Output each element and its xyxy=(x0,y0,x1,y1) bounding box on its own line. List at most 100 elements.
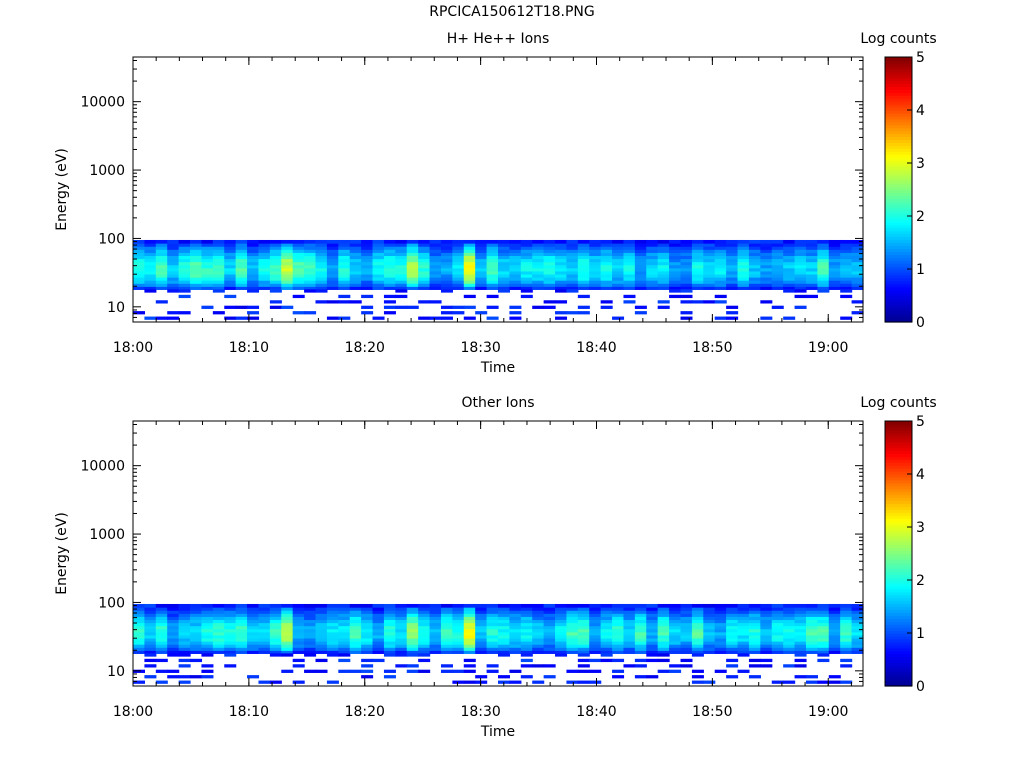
heatmap-cell xyxy=(691,637,704,642)
heatmap-cell xyxy=(691,270,704,275)
heatmap-cell xyxy=(555,264,568,269)
heatmap-cell xyxy=(315,267,328,272)
heatmap-cell xyxy=(235,243,248,247)
heatmap-cell xyxy=(235,280,248,284)
heatmap-cell xyxy=(315,637,328,642)
heatmap-cell xyxy=(657,622,670,627)
heatmap-cell xyxy=(418,261,431,266)
heatmap-cell xyxy=(304,613,317,617)
heatmap-cell xyxy=(440,283,453,287)
y-tick-label: 100 xyxy=(98,595,125,611)
heatmap-cell xyxy=(247,261,260,266)
heatmap-cell xyxy=(304,653,317,657)
heatmap-cell xyxy=(840,270,853,275)
colorbar-swatch xyxy=(885,633,912,637)
heatmap-cell xyxy=(429,300,442,304)
heatmap-cell xyxy=(406,613,419,617)
heatmap-cell xyxy=(840,616,853,621)
heatmap-cell xyxy=(326,613,339,617)
heatmap-cell xyxy=(235,249,248,253)
heatmap-cell xyxy=(258,267,271,272)
heatmap-cell xyxy=(532,255,545,260)
heatmap-cell xyxy=(349,283,362,287)
heatmap-cell xyxy=(144,280,157,284)
heatmap-cell xyxy=(532,286,545,290)
heatmap-cell xyxy=(669,634,682,639)
heatmap-cell xyxy=(178,280,191,284)
heatmap-cell xyxy=(600,610,613,614)
heatmap-cell xyxy=(760,283,773,287)
heatmap-cell xyxy=(737,243,750,247)
heatmap-cell xyxy=(235,650,248,654)
heatmap-cell xyxy=(190,625,203,630)
heatmap-cell xyxy=(247,289,260,293)
heatmap-cell xyxy=(794,261,807,266)
heatmap-cell xyxy=(258,258,271,263)
heatmap-cell xyxy=(577,610,590,614)
heatmap-cell xyxy=(292,637,305,642)
heatmap-cell xyxy=(612,616,625,621)
heatmap-cell xyxy=(395,603,408,608)
heatmap-cell xyxy=(269,647,282,651)
heatmap-cell xyxy=(144,607,157,611)
heatmap-cell xyxy=(748,625,761,630)
heatmap-cell xyxy=(612,607,625,611)
heatmap-cell xyxy=(543,270,556,275)
heatmap-cell xyxy=(589,641,602,645)
heatmap-cell xyxy=(281,277,294,281)
heatmap-cell xyxy=(851,280,864,284)
heatmap-cell xyxy=(201,255,214,260)
heatmap-cell xyxy=(748,610,761,614)
colorbar-swatch xyxy=(885,148,912,152)
heatmap-cell xyxy=(201,625,214,630)
heatmap-cell xyxy=(178,286,191,290)
heatmap-cell xyxy=(634,255,647,260)
heatmap-cell xyxy=(178,625,191,630)
colorbar-swatch xyxy=(885,180,912,185)
x-tick-label: 18:20 xyxy=(345,340,385,356)
heatmap-cell xyxy=(361,613,374,617)
heatmap-cell xyxy=(509,610,522,614)
heatmap-cell xyxy=(532,631,545,636)
heatmap-cell xyxy=(566,270,579,275)
heatmap-cell xyxy=(817,277,830,281)
heatmap-cell xyxy=(543,622,556,627)
heatmap-cell xyxy=(440,273,453,278)
heatmap-cell xyxy=(760,286,773,290)
heatmap-cell xyxy=(600,619,613,624)
heatmap-cell xyxy=(543,305,556,309)
colorbar-swatch xyxy=(885,271,912,276)
colorbar-swatch xyxy=(885,556,912,560)
colorbar-swatch xyxy=(885,154,912,158)
heatmap-cell xyxy=(783,243,796,247)
heatmap-cell xyxy=(623,239,636,244)
heatmap-cell xyxy=(304,267,317,272)
heatmap-cell xyxy=(566,280,579,284)
heatmap-cell xyxy=(486,628,499,633)
heatmap-cell xyxy=(178,631,191,636)
colorbar-swatch xyxy=(885,216,912,220)
y-tick-label: 10000 xyxy=(80,459,125,475)
heatmap-cell xyxy=(840,625,853,630)
heatmap-cell xyxy=(178,650,191,654)
heatmap-cell xyxy=(817,631,830,636)
heatmap-cell xyxy=(190,258,203,263)
heatmap-cell xyxy=(224,653,237,657)
heatmap-cell xyxy=(600,613,613,617)
heatmap-cell xyxy=(532,270,545,275)
heatmap-cell xyxy=(406,631,419,636)
heatmap-cell xyxy=(281,622,294,627)
heatmap-cell xyxy=(817,641,830,645)
heatmap-cell xyxy=(269,273,282,278)
heatmap-cell xyxy=(760,273,773,278)
heatmap-cell xyxy=(577,669,590,673)
heatmap-cell xyxy=(566,603,579,608)
heatmap-cell xyxy=(212,641,225,645)
heatmap-cell xyxy=(543,628,556,633)
heatmap-cell xyxy=(532,239,545,244)
heatmap-cell xyxy=(258,647,271,651)
heatmap-cell xyxy=(577,286,590,290)
heatmap-cell xyxy=(326,249,339,253)
heatmap-cell xyxy=(452,270,465,275)
heatmap-cell xyxy=(326,300,339,304)
